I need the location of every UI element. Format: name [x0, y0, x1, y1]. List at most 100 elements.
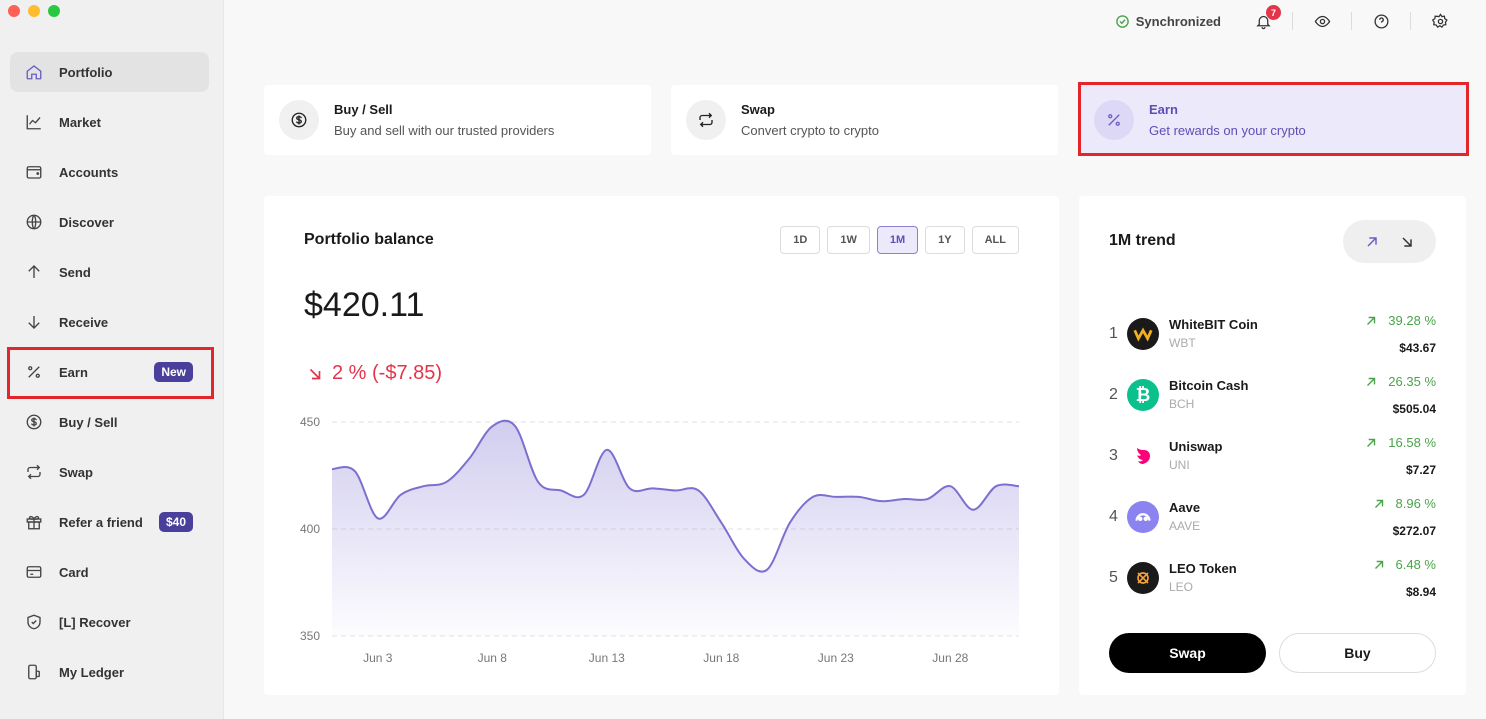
coin-price: $272.07 [1392, 524, 1436, 538]
arrow-up-right-icon [1367, 377, 1376, 386]
range-1d-button[interactable]: 1D [780, 226, 821, 254]
home-icon [24, 62, 44, 82]
card-subtitle: Convert crypto to crypto [741, 123, 879, 138]
portfolio-balance: $420.11 [304, 286, 425, 324]
x-tick-label: Jun 28 [932, 651, 968, 665]
whitebit-coin-icon [1127, 318, 1159, 350]
sidebar-item-label: My Ledger [59, 664, 125, 680]
arrow-down-right-icon [309, 368, 321, 379]
sidebar-item-label: Discover [59, 214, 114, 230]
portfolio-chart[interactable]: 450 400 350 Jun 3 Jun 8 Jun 13 Jun 18 Jun 23 Jun… [264, 406, 1059, 676]
leo-token-icon [1127, 562, 1159, 594]
list-item[interactable]: 5 LEO Token LEO 6.48 % $8.94 [1109, 555, 1436, 616]
sidebar-item-card[interactable]: Card [10, 552, 209, 592]
earn-card[interactable]: Earn Get rewards on your crypto [1079, 85, 1466, 155]
sidebar-item-buy-sell[interactable]: Buy / Sell [10, 402, 209, 442]
close-window-button[interactable] [8, 5, 20, 17]
portfolio-title: Portfolio balance [304, 231, 434, 248]
sidebar-item-my-ledger[interactable]: My Ledger [10, 652, 209, 692]
buy-sell-card[interactable]: Buy / Sell Buy and sell with our trusted… [264, 85, 651, 155]
maximize-window-button[interactable] [48, 5, 60, 17]
sync-label: Synchronized [1135, 13, 1221, 29]
buy-button[interactable]: Buy [1279, 633, 1436, 673]
percent-icon [1094, 100, 1134, 140]
sidebar: Portfolio Market Accounts Discover Send … [0, 0, 224, 719]
minimize-window-button[interactable] [28, 5, 40, 17]
arrow-down-right-icon[interactable] [1399, 234, 1415, 250]
range-selector: 1D 1W 1M 1Y ALL [780, 226, 1019, 254]
top-bar: Synchronized 7 [1115, 5, 1450, 34]
coin-change: 16.58 % [1364, 435, 1436, 450]
balance-change: 2 % (-$7.85) [306, 362, 442, 385]
coin-name: Aave [1169, 500, 1201, 515]
trend-rank: 1 [1109, 325, 1118, 342]
sidebar-item-discover[interactable]: Discover [10, 202, 209, 242]
y-tick-label: 350 [300, 629, 320, 643]
x-tick-label: Jun 3 [363, 651, 393, 665]
swap-card[interactable]: Swap Convert crypto to crypto [671, 85, 1058, 155]
sidebar-item-receive[interactable]: Receive [10, 302, 209, 342]
trend-rank: 4 [1109, 508, 1118, 525]
coin-name: Bitcoin Cash [1169, 378, 1249, 393]
divider [1292, 12, 1293, 30]
gift-icon [24, 512, 44, 532]
coin-price: $7.27 [1405, 463, 1436, 477]
sidebar-item-label: Buy / Sell [59, 414, 118, 430]
arrow-up-right-icon [1374, 560, 1383, 569]
trend-direction-toggle[interactable] [1343, 220, 1436, 263]
coin-name: LEO Token [1169, 561, 1237, 576]
portfolio-panel: Portfolio balance 1D 1W 1M 1Y ALL $420.1… [264, 196, 1059, 695]
gear-icon [1431, 12, 1448, 28]
arrow-up-right-icon[interactable] [1364, 234, 1380, 250]
arrow-up-right-icon [1374, 499, 1383, 508]
card-subtitle: Get rewards on your crypto [1149, 123, 1306, 138]
uniswap-icon [1127, 440, 1159, 472]
card-subtitle: Buy and sell with our trusted providers [334, 123, 555, 138]
sidebar-item-label: Swap [59, 464, 93, 480]
sidebar-nav: Portfolio Market Accounts Discover Send … [10, 52, 209, 702]
settings-button[interactable] [1430, 11, 1450, 31]
toggle-visibility-button[interactable] [1312, 11, 1332, 31]
sidebar-item-recover[interactable]: [L] Recover [10, 602, 209, 642]
range-1m-button[interactable]: 1M [876, 226, 919, 254]
coin-price: $43.67 [1399, 341, 1436, 355]
coin-change: 39.28 % [1364, 313, 1436, 328]
swap-button[interactable]: Swap [1109, 633, 1266, 673]
list-item[interactable]: 4 Aave AAVE 8.96 % $272.07 [1109, 494, 1436, 555]
sidebar-item-earn[interactable]: Earn New [10, 352, 209, 392]
coin-price: $8.94 [1405, 585, 1436, 599]
chart-line-icon [24, 112, 44, 132]
coin-ticker: UNI [1169, 458, 1190, 472]
sync-status[interactable]: Synchronized [1115, 14, 1221, 29]
sidebar-item-refer[interactable]: Refer a friend $40 [10, 502, 209, 542]
list-item[interactable]: 1 WhiteBIT Coin WBT 39.28 % $43.67 [1109, 311, 1436, 372]
coin-change-value: 16.58 % [1388, 435, 1436, 450]
wallet-icon [24, 162, 44, 182]
y-tick-label: 450 [300, 415, 320, 429]
notifications-button[interactable]: 7 [1253, 5, 1281, 31]
sidebar-item-swap[interactable]: Swap [10, 452, 209, 492]
range-1y-button[interactable]: 1Y [925, 226, 965, 254]
range-all-button[interactable]: ALL [971, 226, 1019, 254]
sidebar-item-label: Receive [59, 314, 109, 330]
help-button[interactable] [1371, 11, 1391, 31]
sidebar-item-market[interactable]: Market [10, 102, 209, 142]
list-item[interactable]: 2 ₿ Bitcoin Cash BCH 26.35 % $505.04 [1109, 372, 1436, 433]
coin-change: 6.48 % [1372, 557, 1436, 572]
sidebar-item-label: Earn [59, 364, 88, 380]
coin-change-value: 39.28 % [1388, 313, 1436, 328]
sidebar-item-label: [L] Recover [59, 614, 131, 630]
balance-change-value: 2 % (-$7.85) [332, 362, 443, 384]
sidebar-item-label: Card [59, 564, 89, 580]
range-1w-button[interactable]: 1W [827, 226, 870, 254]
sidebar-item-portfolio[interactable]: Portfolio [10, 52, 209, 92]
dollar-circle-icon [24, 412, 44, 432]
card-title: Swap [741, 102, 775, 117]
list-item[interactable]: 3 Uniswap UNI 16.58 % $7.27 [1109, 433, 1436, 494]
trend-list: 1 WhiteBIT Coin WBT 39.28 % $43.67 2 ₿ B… [1109, 311, 1436, 616]
sidebar-item-accounts[interactable]: Accounts [10, 152, 209, 192]
sidebar-item-label: Send [59, 264, 91, 280]
chart-line [331, 419, 1020, 573]
reward-badge: $40 [158, 512, 193, 532]
sidebar-item-send[interactable]: Send [10, 252, 209, 292]
